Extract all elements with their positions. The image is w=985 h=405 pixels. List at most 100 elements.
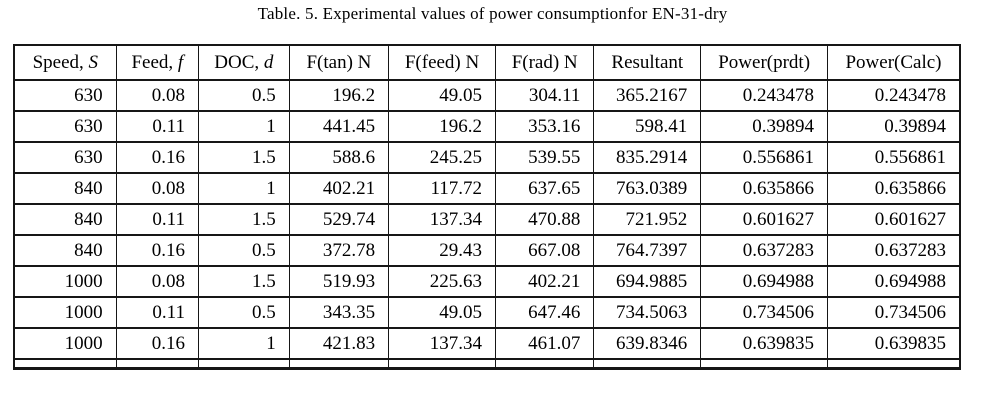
empty-cell bbox=[115, 358, 199, 370]
table-cell: 0.39894 bbox=[700, 110, 828, 143]
table-cell: 353.16 bbox=[494, 110, 595, 143]
column-header-resultant: Resultant bbox=[593, 44, 702, 81]
table-cell: 0.08 bbox=[115, 265, 199, 298]
table-cell: 840 bbox=[13, 234, 117, 267]
table-cell: 470.88 bbox=[494, 203, 595, 236]
column-header-power-prdt: Power(prdt) bbox=[700, 44, 828, 81]
table-cell: 0.637283 bbox=[827, 234, 961, 267]
table-cell: 840 bbox=[13, 203, 117, 236]
table-cell: 365.2167 bbox=[593, 79, 702, 112]
table-cell: 0.734506 bbox=[827, 296, 961, 329]
table-cell: 49.05 bbox=[388, 79, 496, 112]
table-cell: 1000 bbox=[13, 296, 117, 329]
table-cell: 588.6 bbox=[288, 141, 390, 174]
table-row: 840 0.16 0.5 372.78 29.43 667.08 764.7397 0.637… bbox=[13, 234, 961, 267]
table-cell: 0.694988 bbox=[827, 265, 961, 298]
table-cell: 196.2 bbox=[288, 79, 390, 112]
column-header-text: Power(Calc) bbox=[845, 51, 942, 73]
table-cell: 0.694988 bbox=[700, 265, 828, 298]
table-row: 630 0.16 1.5 588.6 245.25 539.55 835.2914 0.556… bbox=[13, 141, 961, 174]
table-cell: 372.78 bbox=[288, 234, 390, 267]
table-cell: 137.34 bbox=[388, 327, 496, 360]
table-cell: 421.83 bbox=[288, 327, 390, 360]
table-cell: 0.639835 bbox=[700, 327, 828, 360]
table-cell: 0.734506 bbox=[700, 296, 828, 329]
table-cell: 0.08 bbox=[115, 79, 199, 112]
column-header-feed: Feed, f bbox=[115, 44, 199, 81]
table-cell: 0.16 bbox=[115, 141, 199, 174]
table-row: 630 0.11 1 441.45 196.2 353.16 598.41 0.39894 0.… bbox=[13, 110, 961, 143]
empty-cell bbox=[593, 358, 702, 370]
table-cell: 764.7397 bbox=[593, 234, 702, 267]
empty-cell bbox=[827, 358, 961, 370]
table-cell: 0.11 bbox=[115, 110, 199, 143]
empty-cell bbox=[288, 358, 390, 370]
table-cell: 0.556861 bbox=[827, 141, 961, 174]
table-cell: 734.5063 bbox=[593, 296, 702, 329]
table-cell: 630 bbox=[13, 141, 117, 174]
table-cell: 0.601627 bbox=[827, 203, 961, 236]
column-header-ffeed: F(feed) N bbox=[388, 44, 496, 81]
table-cell: 0.5 bbox=[197, 296, 290, 329]
table-cell: 1000 bbox=[13, 327, 117, 360]
table-cell: 225.63 bbox=[388, 265, 496, 298]
column-header-text: Feed, bbox=[131, 51, 178, 73]
table-cell: 0.601627 bbox=[700, 203, 828, 236]
empty-cell bbox=[13, 358, 117, 370]
table-cell: 441.45 bbox=[288, 110, 390, 143]
table-row: 840 0.08 1 402.21 117.72 637.65 763.0389 0.6358… bbox=[13, 172, 961, 205]
data-table: Speed, S Feed, f DOC, d F(tan) N F(feed)… bbox=[13, 44, 961, 370]
table-cell: 0.637283 bbox=[700, 234, 828, 267]
column-header-var: f bbox=[177, 51, 184, 73]
table-cell: 402.21 bbox=[288, 172, 390, 205]
table-cell: 630 bbox=[13, 110, 117, 143]
table-body: 630 0.08 0.5 196.2 49.05 304.11 365.2167 0.2434… bbox=[13, 79, 961, 370]
empty-cell bbox=[494, 358, 595, 370]
empty-cell bbox=[197, 358, 290, 370]
table-cell: 0.11 bbox=[115, 203, 199, 236]
table-cell: 0.16 bbox=[115, 234, 199, 267]
table-cell: 304.11 bbox=[494, 79, 595, 112]
table-row: 840 0.11 1.5 529.74 137.34 470.88 721.952 0.601… bbox=[13, 203, 961, 236]
table-cell: 29.43 bbox=[388, 234, 496, 267]
column-header-text: Speed, bbox=[32, 51, 89, 73]
table-cell: 1 bbox=[197, 110, 290, 143]
table-cell: 1 bbox=[197, 172, 290, 205]
table-cell: 840 bbox=[13, 172, 117, 205]
table-cell: 0.635866 bbox=[827, 172, 961, 205]
table-cell: 117.72 bbox=[388, 172, 496, 205]
table-cell: 245.25 bbox=[388, 141, 496, 174]
column-header-var: d bbox=[263, 51, 274, 73]
column-header-text: F(feed) N bbox=[404, 51, 480, 73]
table-cell: 539.55 bbox=[494, 141, 595, 174]
column-header-ftan: F(tan) N bbox=[288, 44, 390, 81]
table-cell: 1.5 bbox=[197, 265, 290, 298]
table-header: Speed, S Feed, f DOC, d F(tan) N F(feed)… bbox=[13, 44, 961, 81]
column-header-text: DOC, bbox=[214, 51, 264, 73]
table-cell: 196.2 bbox=[388, 110, 496, 143]
table-cell: 639.8346 bbox=[593, 327, 702, 360]
table-cell: 0.243478 bbox=[700, 79, 828, 112]
table-cell: 1.5 bbox=[197, 203, 290, 236]
header-row: Speed, S Feed, f DOC, d F(tan) N F(feed)… bbox=[13, 44, 961, 81]
table-cell: 763.0389 bbox=[593, 172, 702, 205]
column-header-power-calc: Power(Calc) bbox=[827, 44, 961, 81]
table-cell: 1.5 bbox=[197, 141, 290, 174]
table-cell: 1 bbox=[197, 327, 290, 360]
table-cell: 0.39894 bbox=[827, 110, 961, 143]
table-cell: 0.16 bbox=[115, 327, 199, 360]
table-cell: 0.5 bbox=[197, 79, 290, 112]
column-header-speed: Speed, S bbox=[13, 44, 117, 81]
table-cell: 667.08 bbox=[494, 234, 595, 267]
table-row: 1000 0.11 0.5 343.35 49.05 647.46 734.5063 0.73… bbox=[13, 296, 961, 329]
table-cell: 519.93 bbox=[288, 265, 390, 298]
table-cell: 637.65 bbox=[494, 172, 595, 205]
table-cell: 137.34 bbox=[388, 203, 496, 236]
table-cell: 721.952 bbox=[593, 203, 702, 236]
table-cell: 0.11 bbox=[115, 296, 199, 329]
table-row: 1000 0.08 1.5 519.93 225.63 402.21 694.9885 0.6… bbox=[13, 265, 961, 298]
table-caption: Table. 5. Experimental values of power c… bbox=[257, 4, 728, 23]
table-cell: 529.74 bbox=[288, 203, 390, 236]
table-cell: 0.556861 bbox=[700, 141, 828, 174]
